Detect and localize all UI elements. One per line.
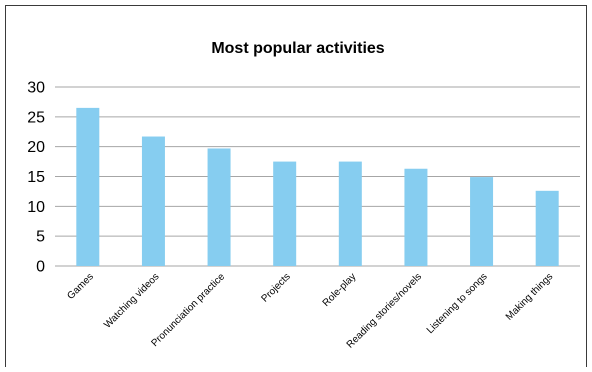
x-category-label: Games bbox=[65, 271, 96, 302]
bar bbox=[535, 190, 559, 266]
bar bbox=[76, 107, 100, 266]
bar bbox=[207, 148, 231, 266]
chart-title: Most popular activities bbox=[211, 40, 384, 57]
y-axis-ticks: 0 5 10 15 20 25 30 bbox=[27, 80, 45, 276]
y-tick-label: 25 bbox=[27, 109, 45, 126]
y-tick-label: 15 bbox=[27, 169, 45, 186]
x-category-label: Role-play bbox=[321, 271, 359, 309]
x-category-label: Pronunciation practice bbox=[149, 271, 227, 349]
x-category-label: Reading stories/novels bbox=[345, 271, 424, 350]
y-tick-label: 0 bbox=[36, 259, 45, 276]
bar bbox=[470, 177, 494, 266]
y-tick-label: 10 bbox=[27, 199, 45, 216]
x-category-label: Projects bbox=[259, 271, 292, 304]
bar bbox=[273, 161, 297, 266]
bar bbox=[404, 168, 428, 266]
gridlines bbox=[55, 86, 580, 267]
x-category-label: Making things bbox=[504, 271, 555, 322]
bar bbox=[141, 136, 165, 266]
bars bbox=[76, 107, 559, 266]
y-tick-label: 30 bbox=[27, 80, 45, 97]
y-tick-label: 5 bbox=[36, 229, 45, 246]
bar bbox=[338, 161, 362, 266]
y-tick-label: 20 bbox=[27, 139, 45, 156]
x-category-label: Watching videos bbox=[102, 271, 161, 330]
x-category-label: Listening to songs bbox=[425, 271, 490, 336]
